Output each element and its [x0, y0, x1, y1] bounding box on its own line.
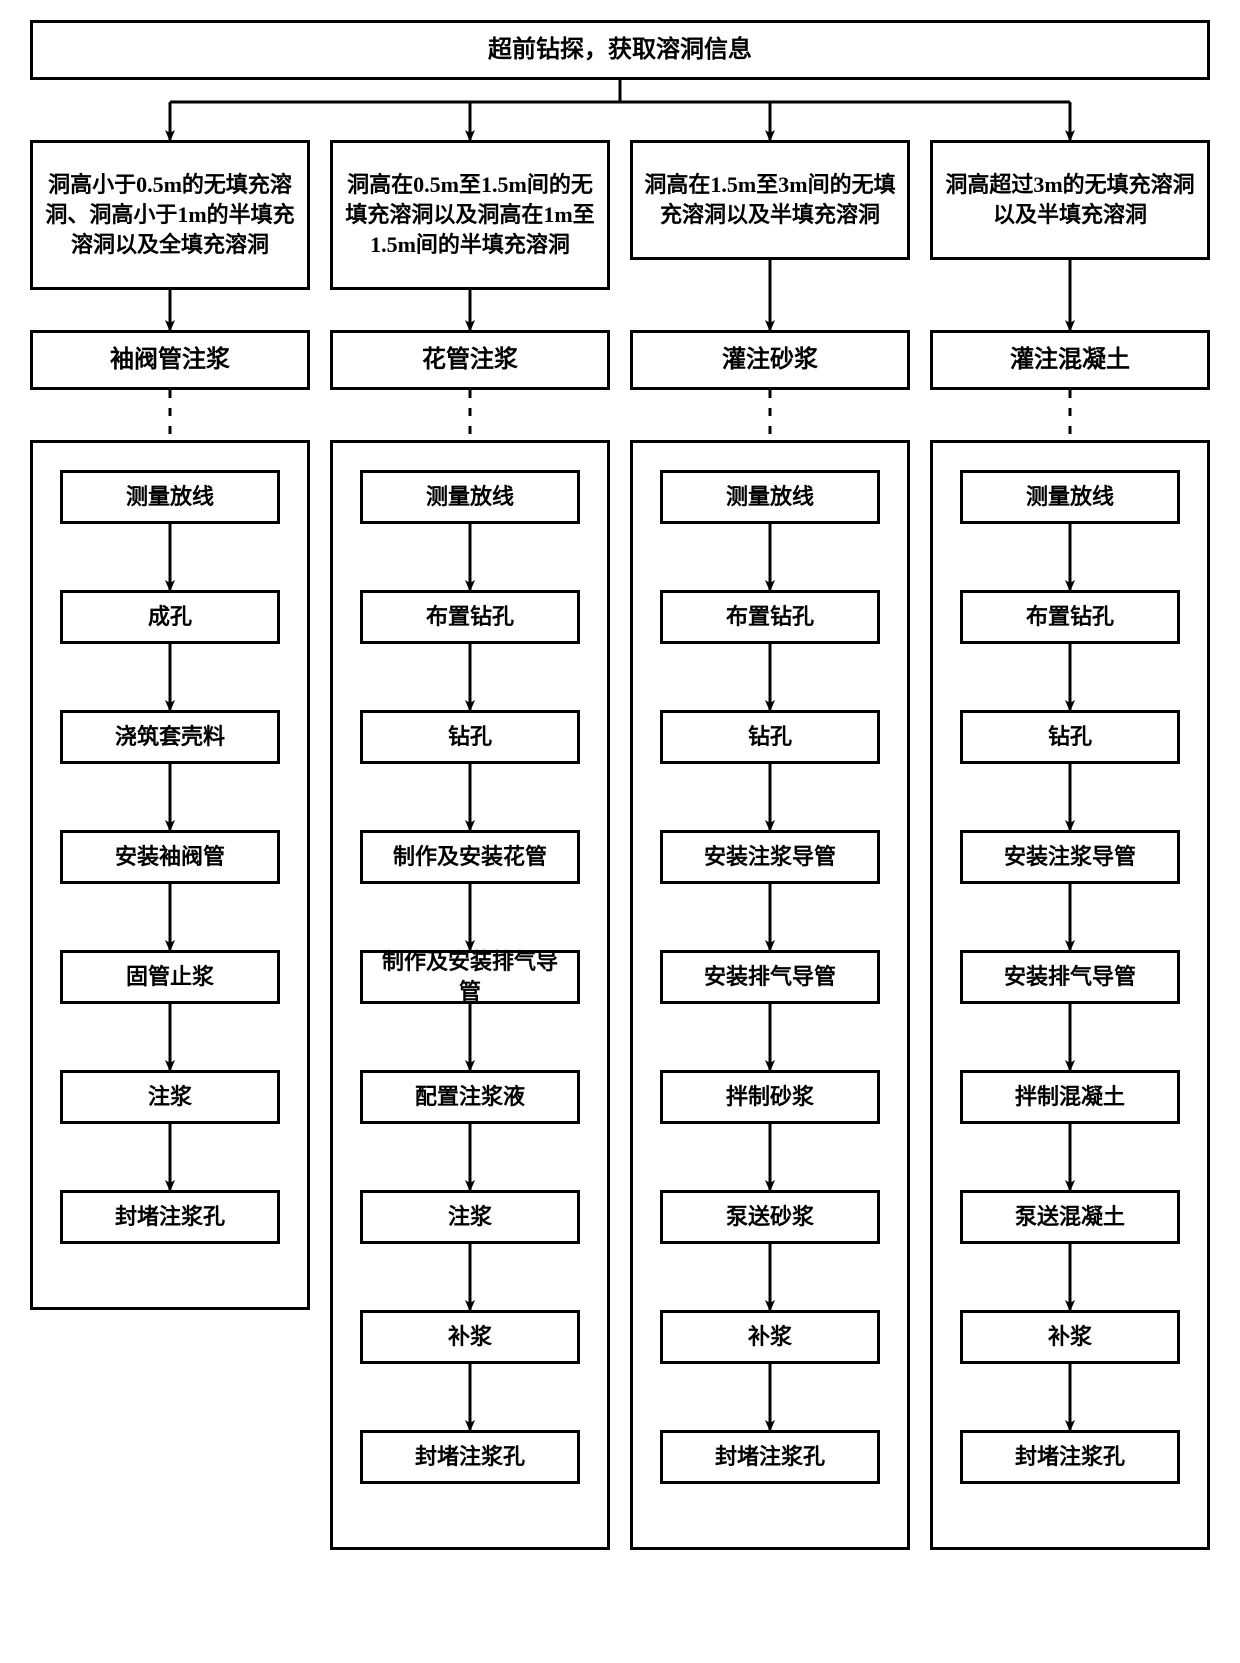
step-box-0-3: 安装袖阀管	[60, 830, 280, 884]
step-box-0-5: 注浆	[60, 1070, 280, 1124]
step-box-3-1: 布置钻孔	[960, 590, 1180, 644]
step-box-3-6: 泵送混凝土	[960, 1190, 1180, 1244]
step-box-1-3: 制作及安装花管	[360, 830, 580, 884]
step-box-1-6: 注浆	[360, 1190, 580, 1244]
step-box-1-8: 封堵注浆孔	[360, 1430, 580, 1484]
step-box-1-0: 测量放线	[360, 470, 580, 524]
step-box-1-2: 钻孔	[360, 710, 580, 764]
step-box-3-2: 钻孔	[960, 710, 1180, 764]
method-box-3: 灌注混凝土	[930, 330, 1210, 390]
method-box-0: 袖阀管注浆	[30, 330, 310, 390]
step-box-1-1: 布置钻孔	[360, 590, 580, 644]
step-box-3-8: 封堵注浆孔	[960, 1430, 1180, 1484]
step-box-2-2: 钻孔	[660, 710, 880, 764]
top-title-box: 超前钻探，获取溶洞信息	[30, 20, 1210, 80]
step-box-2-7: 补浆	[660, 1310, 880, 1364]
step-box-0-4: 固管止浆	[60, 950, 280, 1004]
method-box-2: 灌注砂浆	[630, 330, 910, 390]
step-box-2-0: 测量放线	[660, 470, 880, 524]
step-box-3-4: 安装排气导管	[960, 950, 1180, 1004]
flowchart-diagram: 超前钻探，获取溶洞信息洞高小于0.5m的无填充溶洞、洞高小于1m的半填充溶洞以及…	[20, 20, 1220, 1643]
step-box-0-2: 浇筑套壳料	[60, 710, 280, 764]
condition-box-0: 洞高小于0.5m的无填充溶洞、洞高小于1m的半填充溶洞以及全填充溶洞	[30, 140, 310, 290]
step-box-3-3: 安装注浆导管	[960, 830, 1180, 884]
method-box-1: 花管注浆	[330, 330, 610, 390]
step-box-3-5: 拌制混凝土	[960, 1070, 1180, 1124]
condition-box-2: 洞高在1.5m至3m间的无填充溶洞以及半填充溶洞	[630, 140, 910, 260]
step-box-2-3: 安装注浆导管	[660, 830, 880, 884]
step-box-3-0: 测量放线	[960, 470, 1180, 524]
step-box-2-8: 封堵注浆孔	[660, 1430, 880, 1484]
step-box-1-7: 补浆	[360, 1310, 580, 1364]
step-box-3-7: 补浆	[960, 1310, 1180, 1364]
step-box-1-5: 配置注浆液	[360, 1070, 580, 1124]
condition-box-1: 洞高在0.5m至1.5m间的无填充溶洞以及洞高在1m至1.5m间的半填充溶洞	[330, 140, 610, 290]
step-box-2-4: 安装排气导管	[660, 950, 880, 1004]
condition-box-3: 洞高超过3m的无填充溶洞以及半填充溶洞	[930, 140, 1210, 260]
step-box-2-1: 布置钻孔	[660, 590, 880, 644]
step-box-1-4: 制作及安装排气导管	[360, 950, 580, 1004]
step-box-2-6: 泵送砂浆	[660, 1190, 880, 1244]
step-box-0-0: 测量放线	[60, 470, 280, 524]
step-box-0-6: 封堵注浆孔	[60, 1190, 280, 1244]
step-box-0-1: 成孔	[60, 590, 280, 644]
step-box-2-5: 拌制砂浆	[660, 1070, 880, 1124]
